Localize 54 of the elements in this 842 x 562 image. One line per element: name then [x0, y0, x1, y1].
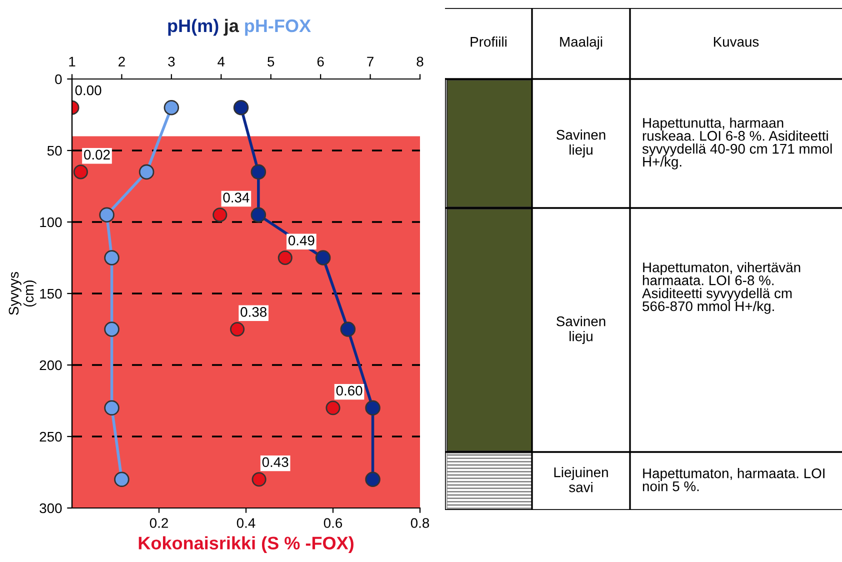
point: [138, 164, 154, 180]
text: Hapettumaton, vihertävän harmaata. LOI 6-8 %. Asiditeetti syvyydellä cm 566-870 mmol H+/kg.: [642, 262, 800, 314]
text: Profiili: [470, 36, 506, 47]
text: Maalaji: [560, 36, 602, 50]
x2-tick-label: 3: [168, 56, 175, 67]
x-tick-label: 0.6: [324, 518, 342, 528]
y-tick-label: 200: [40, 360, 62, 370]
x-axis-title: Kokonaisrikki (S % -FOX): [138, 536, 354, 554]
point: [250, 207, 266, 222]
text: Hapettunutta, harmaan ruskeaa. LOI 6-8 %. Asiditeetti syvyydellä 40-90 cm 171 mmol H+/kg.: [642, 118, 832, 170]
x2-tick-label: 8: [416, 56, 424, 67]
text: Liejuinen savi: [554, 467, 608, 492]
x-tick-label: 0.8: [410, 518, 430, 528]
data-label: 0.34: [223, 192, 250, 202]
x2-tick-label: 7: [367, 56, 374, 66]
text: pH(m): [168, 18, 218, 36]
point: [99, 207, 114, 222]
data-label: 0.43: [262, 457, 288, 468]
data-label: 0.49: [288, 236, 314, 246]
x-tick-label: 0.2: [150, 518, 168, 528]
text: pH-FOX: [245, 19, 311, 36]
x2-tick-label: 6: [317, 56, 324, 67]
data-label: 0.60: [336, 386, 362, 396]
point: [104, 400, 120, 416]
y-axis-title: Syvyys (cm): [8, 272, 36, 315]
text: Savinen lieju: [556, 130, 606, 158]
x2-tick-label: 5: [268, 56, 274, 67]
text: Savinen lieju: [556, 316, 606, 344]
y-tick-label: 250: [40, 432, 62, 442]
x2-axis-title: ja: [224, 18, 240, 36]
point: [104, 322, 120, 337]
text: Hapettumaton, harmaata. LOI noin 5 %.: [642, 468, 824, 492]
point: [233, 100, 249, 116]
point: [365, 472, 380, 488]
point: [315, 250, 331, 266]
y-tick-label: 300: [40, 503, 62, 514]
point: [114, 472, 130, 488]
data-label: 0.38: [240, 307, 267, 317]
y-tick-label: 100: [40, 217, 62, 228]
point: [365, 400, 380, 416]
point: [104, 250, 120, 266]
x2-tick-label: 4: [218, 56, 225, 66]
y-tick-label: 50: [47, 146, 62, 156]
point: [164, 100, 180, 116]
y-tick-label: 150: [40, 288, 62, 299]
point: [340, 322, 356, 337]
data-label: 0.02: [84, 150, 110, 160]
x-tick-label: 0.4: [236, 518, 256, 528]
data-label: 0.00: [75, 85, 102, 96]
y-tick-label: 0: [55, 74, 62, 84]
text: Kuvaus: [714, 37, 759, 47]
x2-tick-label: 2: [118, 56, 125, 66]
x2-tick-label: 1: [69, 56, 76, 66]
point: [250, 164, 266, 180]
